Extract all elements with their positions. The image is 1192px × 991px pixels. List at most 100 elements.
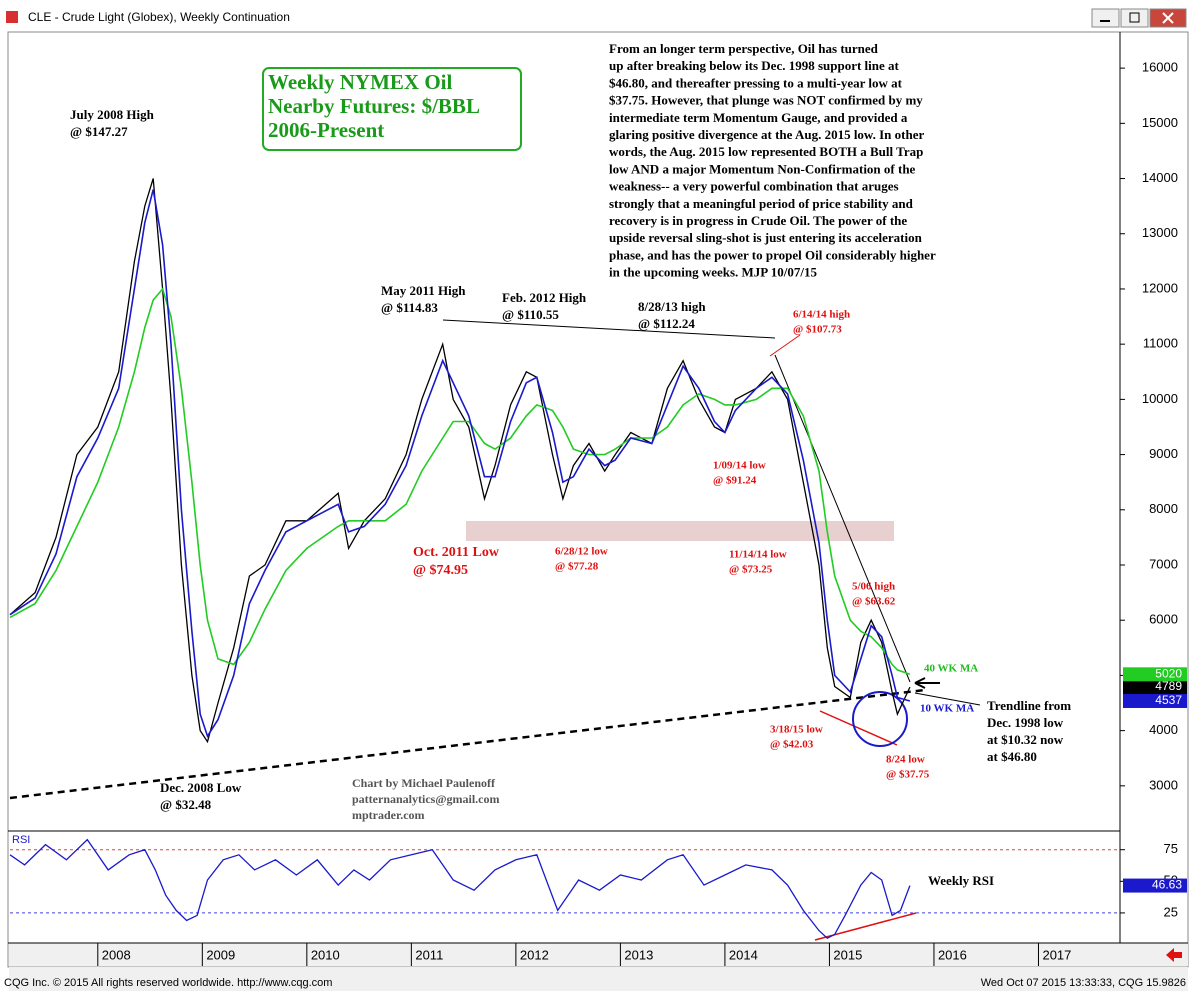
x-tick-label: 2012 — [520, 947, 549, 962]
y-tick-label: 8000 — [1149, 501, 1178, 516]
annotation: @ $110.55 — [502, 307, 559, 322]
y-tick-label: 9000 — [1149, 446, 1178, 461]
commentary-line: From an longer term perspective, Oil has… — [609, 41, 879, 56]
commentary-line: $46.80, and thereafter pressing to a mul… — [609, 75, 903, 90]
footer-right: Wed Oct 07 2015 13:33:33, CQG 15.9826 — [981, 977, 1186, 989]
title-box-line: Nearby Futures: $/BBL — [268, 94, 480, 118]
maximize-glyph — [1129, 12, 1140, 23]
commentary-line: low AND a major Momentum Non-Confirmatio… — [609, 161, 916, 176]
x-tick-label: 2015 — [833, 947, 862, 962]
last-value-label: 46.63 — [1152, 878, 1182, 892]
annotation: May 2011 High — [381, 283, 466, 298]
annotation: Chart by Michael Paulenoff — [352, 776, 496, 790]
window-title: CLE - Crude Light (Globex), Weekly Conti… — [28, 10, 290, 24]
y-tick-label: 16000 — [1142, 60, 1178, 75]
long-term-trendline — [9, 688, 926, 800]
annotation: mptrader.com — [352, 808, 425, 822]
series-line — [9, 189, 911, 738]
series-line — [9, 287, 911, 676]
y-tick-label: 7000 — [1149, 556, 1178, 571]
commentary-line: weakness-- a very powerful combination t… — [609, 179, 899, 194]
ma-arrow — [914, 677, 940, 689]
y-tick-label: 10000 — [1142, 391, 1178, 406]
y-tick-label: 6000 — [1149, 612, 1178, 627]
resistance-line — [442, 319, 776, 339]
annotation: 11/14/14 low — [729, 549, 787, 561]
commentary-line: $37.75. However, that plunge was NOT con… — [609, 93, 923, 108]
title-box-line: Weekly NYMEX Oil — [268, 70, 452, 94]
last-value-label: 4789 — [1155, 679, 1182, 693]
x-tick-label: 2014 — [729, 947, 758, 962]
title-bar — [0, 0, 1192, 32]
last-value-label: 4537 — [1155, 693, 1182, 707]
x-tick-label: 2016 — [938, 947, 967, 962]
annotation: Feb. 2012 High — [502, 290, 587, 305]
y-tick-label: 12000 — [1142, 280, 1178, 295]
title-box-line: 2006-Present — [268, 118, 384, 142]
support-zone — [466, 521, 894, 541]
low-circle — [852, 691, 908, 747]
date-strip — [9, 943, 1188, 966]
footer-left: CQG Inc. © 2015 All rights reserved worl… — [4, 977, 332, 989]
commentary-line: glaring positive divergence at the Aug. … — [609, 127, 924, 142]
annotation: at $10.32 now — [987, 732, 1064, 747]
y-tick-label: 3000 — [1149, 777, 1178, 792]
x-tick-label: 2008 — [102, 947, 131, 962]
annotation: @ $112.24 — [638, 316, 695, 331]
annotation: Trendline from — [987, 698, 1071, 713]
annotation: 5/06 high — [852, 581, 895, 593]
annotation: 8/28/13 high — [638, 299, 706, 314]
annotation: @ $37.75 — [886, 769, 930, 781]
annotation: @ $91.24 — [713, 475, 757, 487]
annotation: 6/28/12 low — [555, 546, 608, 558]
commentary-line: up after breaking below its Dec. 1998 su… — [609, 58, 900, 73]
last-value-badge — [1123, 680, 1187, 695]
x-tick-label: 2011 — [415, 947, 443, 962]
annotation: patternanalytics@gmail.com — [352, 792, 499, 806]
x-tick-label: 2013 — [624, 947, 653, 962]
x-tick-label: 2009 — [206, 947, 235, 962]
x-tick-label: 2010 — [311, 947, 340, 962]
panel-title: RSI — [12, 834, 30, 846]
y-tick-label: 15000 — [1142, 115, 1178, 130]
commentary-line: words, the Aug. 2015 low represented BOT… — [609, 144, 923, 159]
scroll-arrow[interactable] — [1166, 948, 1182, 962]
trendline-pointer — [914, 692, 981, 706]
commentary-line: recovery is in progress in Crude Oil. Th… — [609, 213, 907, 228]
window-buttons[interactable] — [1091, 8, 1187, 28]
close-glyph — [1162, 12, 1174, 24]
annotation: @ $77.28 — [555, 561, 599, 573]
y-tick-label: 25 — [1164, 904, 1178, 919]
title-box — [262, 67, 522, 151]
annotation: @ $42.03 — [770, 739, 814, 751]
y-tick-label: 14000 — [1142, 170, 1178, 185]
last-value-badge — [1123, 693, 1187, 708]
x-tick-label: 2017 — [1042, 947, 1071, 962]
annotation: @ $74.95 — [413, 563, 468, 578]
series-line — [9, 178, 911, 744]
annotation: 8/24 low — [886, 754, 925, 766]
annotation: 1/09/14 low — [713, 460, 766, 472]
last-value-badge — [1123, 878, 1187, 893]
commentary-line: upside reversal sling-shot is just enter… — [609, 230, 923, 245]
commentary-line: phase, and has the power to propel Oil c… — [609, 247, 936, 262]
callout-line — [769, 334, 801, 357]
commentary-line: in the upcoming weeks. MJP 10/07/15 — [609, 265, 818, 280]
y-tick-label: 11000 — [1143, 336, 1178, 351]
commentary-line: intermediate term Momentum Gauge, and pr… — [609, 110, 908, 125]
annotation: @ $32.48 — [160, 797, 212, 812]
app-icon — [6, 11, 18, 23]
annotation: @ $107.73 — [793, 324, 842, 336]
y-tick-label: 4000 — [1149, 722, 1178, 737]
y-tick-label: 13000 — [1142, 225, 1178, 240]
annotation: 3/18/15 low — [770, 724, 823, 736]
y-tick-label: 75 — [1164, 841, 1178, 856]
series-line — [9, 838, 911, 939]
last-value-label: 5020 — [1155, 666, 1182, 680]
down-trendline — [774, 354, 911, 683]
maximize-button[interactable] — [1120, 8, 1149, 28]
price-divergence-line — [819, 710, 898, 746]
minimize-button[interactable] — [1091, 8, 1120, 28]
